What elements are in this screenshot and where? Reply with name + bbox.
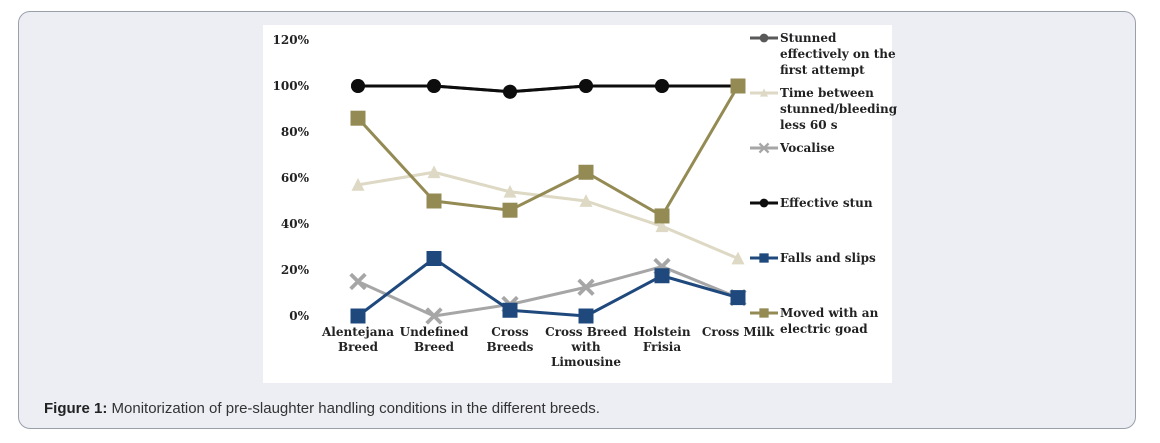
data-point-time-between-stunned-bleeding-less-60-s [655,219,669,233]
data-point-effective-stun [427,79,441,93]
legend-marker-moved-with-an-electric-goad [759,308,769,318]
data-point-effective-stun [351,79,365,93]
data-point-moved-with-an-electric-goad [350,110,366,126]
caption-text: Monitorization of pre-slaughter handling… [107,400,600,417]
data-point-vocalise [577,278,595,296]
series-line-falls-and-slips [357,257,739,318]
x-category-label: with [570,340,600,354]
caption-label: Figure 1: [44,400,108,417]
data-point-falls-and-slips [350,308,366,324]
y-tick-label: 20% [281,263,310,277]
data-point-moved-with-an-electric-goad [578,164,594,180]
series-line-time-between-stunned-bleeding-less-60-s [357,170,739,260]
line-chart: 0%20%40%60%80%100%120%AlentejanaBreedUnd… [273,31,898,369]
series-line-moved-with-an-electric-goad [356,85,740,218]
legend-label-stunned-effectively-on-the-first-attempt: Stunned [780,31,837,45]
data-point-falls-and-slips [578,308,594,324]
legend-label-moved-with-an-electric-goad: electric goad [780,322,868,336]
data-point-time-between-stunned-bleeding-less-60-s [351,178,365,191]
series-line-effective-stun [358,84,738,94]
series-line-vocalise [357,265,739,318]
y-tick-label: 0% [289,309,309,323]
x-category-label: Frisia [643,340,682,354]
data-point-effective-stun [503,84,517,99]
data-point-falls-and-slips [730,290,746,306]
legend-marker-vocalise [758,142,770,154]
data-point-time-between-stunned-bleeding-less-60-s [503,184,517,198]
data-point-moved-with-an-electric-goad [654,208,670,224]
legend-label-time-between-stunned-bleeding-less-60-s: Time between [780,86,874,100]
data-point-falls-and-slips [654,268,670,284]
x-category-label: Breeds [487,340,534,354]
legend-marker-effective-stun [759,198,769,208]
data-point-moved-with-an-electric-goad [426,193,442,209]
legend-marker-falls-and-slips [759,253,769,263]
data-point-moved-with-an-electric-goad [502,202,518,218]
legend-label-time-between-stunned-bleeding-less-60-s: stunned/bleeding [780,102,898,116]
x-category-label: Cross Breed [545,325,627,339]
y-tick-label: 40% [281,217,310,231]
y-tick-label: 120% [273,33,310,47]
x-category-label: Holstein [633,325,690,339]
legend-label-falls-and-slips: Falls and slips [780,251,876,265]
data-point-effective-stun [655,79,669,93]
data-point-time-between-stunned-bleeding-less-60-s [731,251,745,265]
x-category-label: Cross Milk [702,325,775,339]
legend-label-stunned-effectively-on-the-first-attempt: effectively on the [780,47,896,61]
legend-label-moved-with-an-electric-goad: Moved with an [780,306,879,320]
legend-label-stunned-effectively-on-the-first-attempt: first attempt [780,63,865,77]
x-category-label: Breed [414,340,455,354]
data-point-vocalise [349,272,367,291]
y-tick-label: 60% [281,171,310,185]
x-category-label: Cross [491,325,529,339]
y-tick-label: 80% [281,125,310,139]
chart-area: 0% 20% 40% 60% 80% 100% 120% Alentejana Breed Und… [263,25,898,383]
data-point-time-between-stunned-bleeding-less-60-s [427,165,441,179]
data-point-effective-stun [579,79,593,93]
y-tick-label: 100% [273,79,310,93]
legend-marker-time-between-stunned-bleeding-less-60-s [759,88,769,97]
legend-marker-stunned-effectively-on-the-first-attempt [759,33,769,43]
legend-label-effective-stun: Effective stun [780,196,873,210]
data-point-falls-and-slips [426,251,442,266]
x-category-label: Breed [338,340,379,354]
data-point-time-between-stunned-bleeding-less-60-s [579,194,593,207]
legend-label-vocalise: Vocalise [779,141,835,155]
x-category-label: Limousine [551,355,621,369]
figure-caption: Figure 1: Monitorization of pre-slaughte… [44,400,600,417]
data-point-vocalise [425,307,443,325]
data-point-falls-and-slips [502,302,518,318]
x-category-label: Alentejana [321,325,394,339]
legend-label-time-between-stunned-bleeding-less-60-s: less 60 s [780,118,838,132]
data-point-moved-with-an-electric-goad [730,78,746,94]
x-category-label: Undefined [400,325,469,339]
